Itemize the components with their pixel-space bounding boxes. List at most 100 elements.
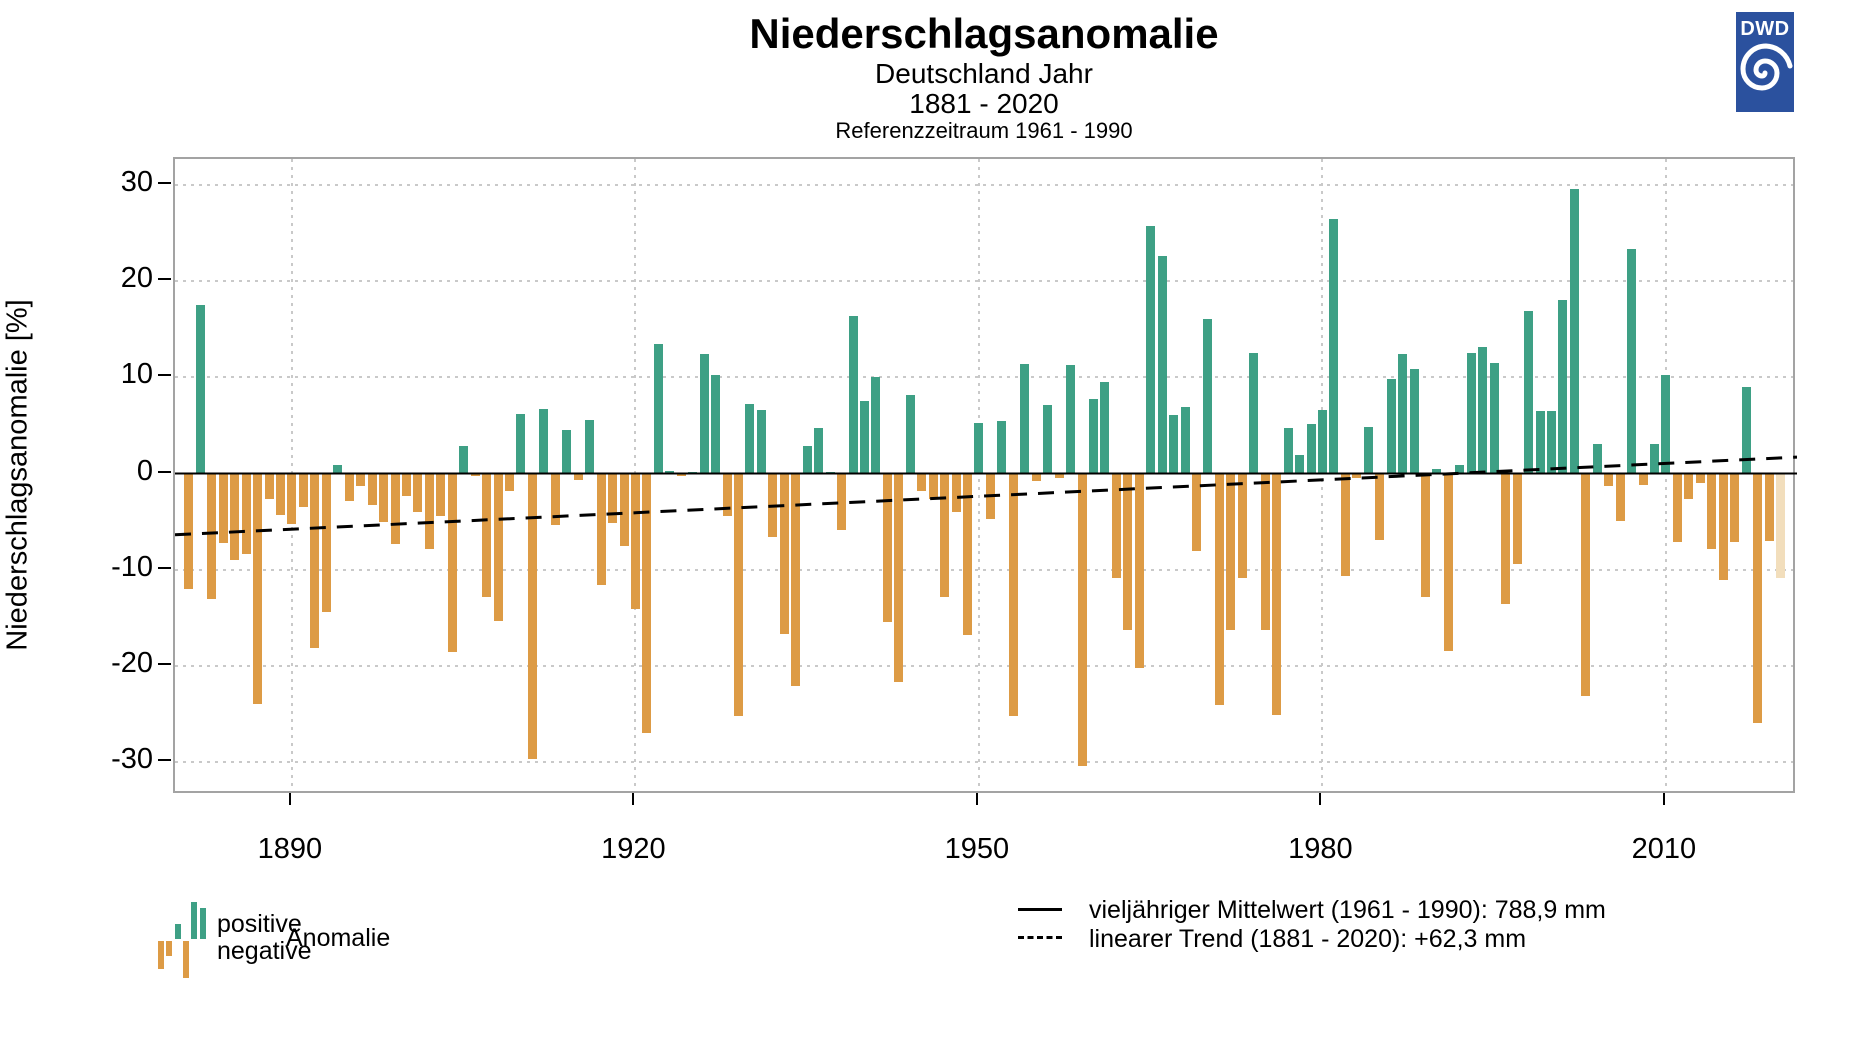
bar-1906 <box>470 473 480 477</box>
bar-2009 <box>1650 443 1659 474</box>
bar-2020 <box>1775 473 1785 578</box>
bar-1969 <box>1192 473 1201 551</box>
bar-2010 <box>1661 375 1671 474</box>
bar-1914 <box>562 430 572 474</box>
x-tick-1950 <box>975 793 978 805</box>
h-gridline--20 <box>175 665 1793 668</box>
bar-1928 <box>722 473 732 516</box>
bar-1957 <box>1054 473 1064 479</box>
bar-1884 <box>218 473 228 543</box>
bar-1895 <box>344 473 354 502</box>
bar-1961 <box>1100 382 1110 474</box>
bar-1989 <box>1421 473 1430 597</box>
bar-1904 <box>447 473 457 652</box>
bar-2001 <box>1558 300 1568 474</box>
bar-1896 <box>356 473 366 487</box>
bar-1977 <box>1283 428 1293 474</box>
bar-1993 <box>1466 353 1476 474</box>
bar-1915 <box>573 473 583 481</box>
bar-2002 <box>1569 189 1579 474</box>
bar-1935 <box>802 445 812 474</box>
bar-1918 <box>608 473 618 523</box>
x-tick-label-1890: 1890 <box>257 833 323 865</box>
bar-2011 <box>1672 473 1682 542</box>
bar-1967 <box>1169 414 1179 474</box>
y-tick--10 <box>158 566 171 569</box>
bar-1889 <box>276 473 285 515</box>
bar-1960 <box>1088 399 1098 474</box>
bar-1882 <box>195 304 205 474</box>
y-tick-label--20: -20 <box>111 647 153 680</box>
bar-1887 <box>253 473 263 704</box>
x-tick-label-1980: 1980 <box>1288 833 1353 865</box>
bar-1971 <box>1214 473 1224 705</box>
y-tick-label-10: 10 <box>120 358 153 391</box>
trend-line-label: linearer Trend (1881 - 2020): +62,3 mm <box>1089 925 1527 953</box>
bar-1933 <box>779 473 789 635</box>
legend-mini-bar-neg <box>158 941 164 969</box>
bar-2017 <box>1741 386 1751 474</box>
h-gridline-20 <box>175 279 1793 282</box>
y-tick-10 <box>158 374 171 377</box>
y-tick-30 <box>158 181 171 184</box>
bar-1927 <box>711 375 721 474</box>
bar-1975 <box>1260 473 1270 630</box>
bar-1946 <box>928 473 938 499</box>
bar-1978 <box>1295 455 1305 474</box>
bar-1950 <box>974 423 984 474</box>
bar-1976 <box>1272 473 1282 716</box>
bar-1907 <box>482 473 492 597</box>
h-gridline--30 <box>175 761 1793 764</box>
bar-2019 <box>1764 473 1774 541</box>
x-tick-1920 <box>632 793 635 805</box>
bar-2004 <box>1592 443 1602 474</box>
bar-1981 <box>1329 219 1339 474</box>
bar-1985 <box>1375 473 1385 540</box>
bar-1986 <box>1386 379 1396 474</box>
bar-2018 <box>1753 473 1763 723</box>
h-gridline--10 <box>175 568 1793 571</box>
bar-2016 <box>1730 473 1740 542</box>
bar-1956 <box>1043 405 1053 474</box>
y-tick-label-30: 30 <box>120 165 153 198</box>
bar-1891 <box>298 473 308 508</box>
bar-1931 <box>756 409 766 474</box>
bar-1903 <box>436 473 446 516</box>
bar-1936 <box>814 428 824 474</box>
y-tick-label--30: -30 <box>111 743 153 776</box>
bar-1987 <box>1398 354 1408 474</box>
bar-1892 <box>310 473 320 648</box>
bar-1894 <box>333 464 343 474</box>
bar-1999 <box>1535 410 1545 474</box>
trend-line-sample <box>1018 936 1062 939</box>
bar-1939 <box>848 315 858 474</box>
legend-mini-bar-neg <box>166 941 173 956</box>
bar-1984 <box>1363 427 1373 474</box>
bar-1941 <box>871 377 881 474</box>
bar-2003 <box>1581 473 1591 696</box>
bar-1970 <box>1203 319 1213 474</box>
bar-1885 <box>230 473 240 561</box>
bar-1898 <box>379 473 389 522</box>
linear-trend-line <box>175 455 1797 537</box>
bar-1998 <box>1524 310 1534 474</box>
bar-1965 <box>1146 226 1156 474</box>
bar-1888 <box>264 473 274 499</box>
bar-1953 <box>1008 473 1018 717</box>
bar-1944 <box>905 394 915 474</box>
legend-mini-bar-pos <box>174 924 181 939</box>
bar-1973 <box>1237 473 1247 579</box>
bar-1947 <box>940 473 950 597</box>
bar-1964 <box>1134 473 1144 669</box>
bar-1916 <box>585 419 595 474</box>
bar-1913 <box>550 473 560 525</box>
page-title: Niederschlagsanomalie <box>749 10 1219 57</box>
legend-negative-label: negative <box>217 937 312 965</box>
h-gridline-10 <box>175 376 1793 379</box>
dwd-logo: DWD <box>1736 12 1794 112</box>
bar-1992 <box>1455 464 1465 474</box>
v-gridline-2010 <box>1664 159 1667 791</box>
bar-1909 <box>505 473 514 491</box>
bar-2005 <box>1604 473 1614 487</box>
x-tick-label-1920: 1920 <box>601 833 666 865</box>
